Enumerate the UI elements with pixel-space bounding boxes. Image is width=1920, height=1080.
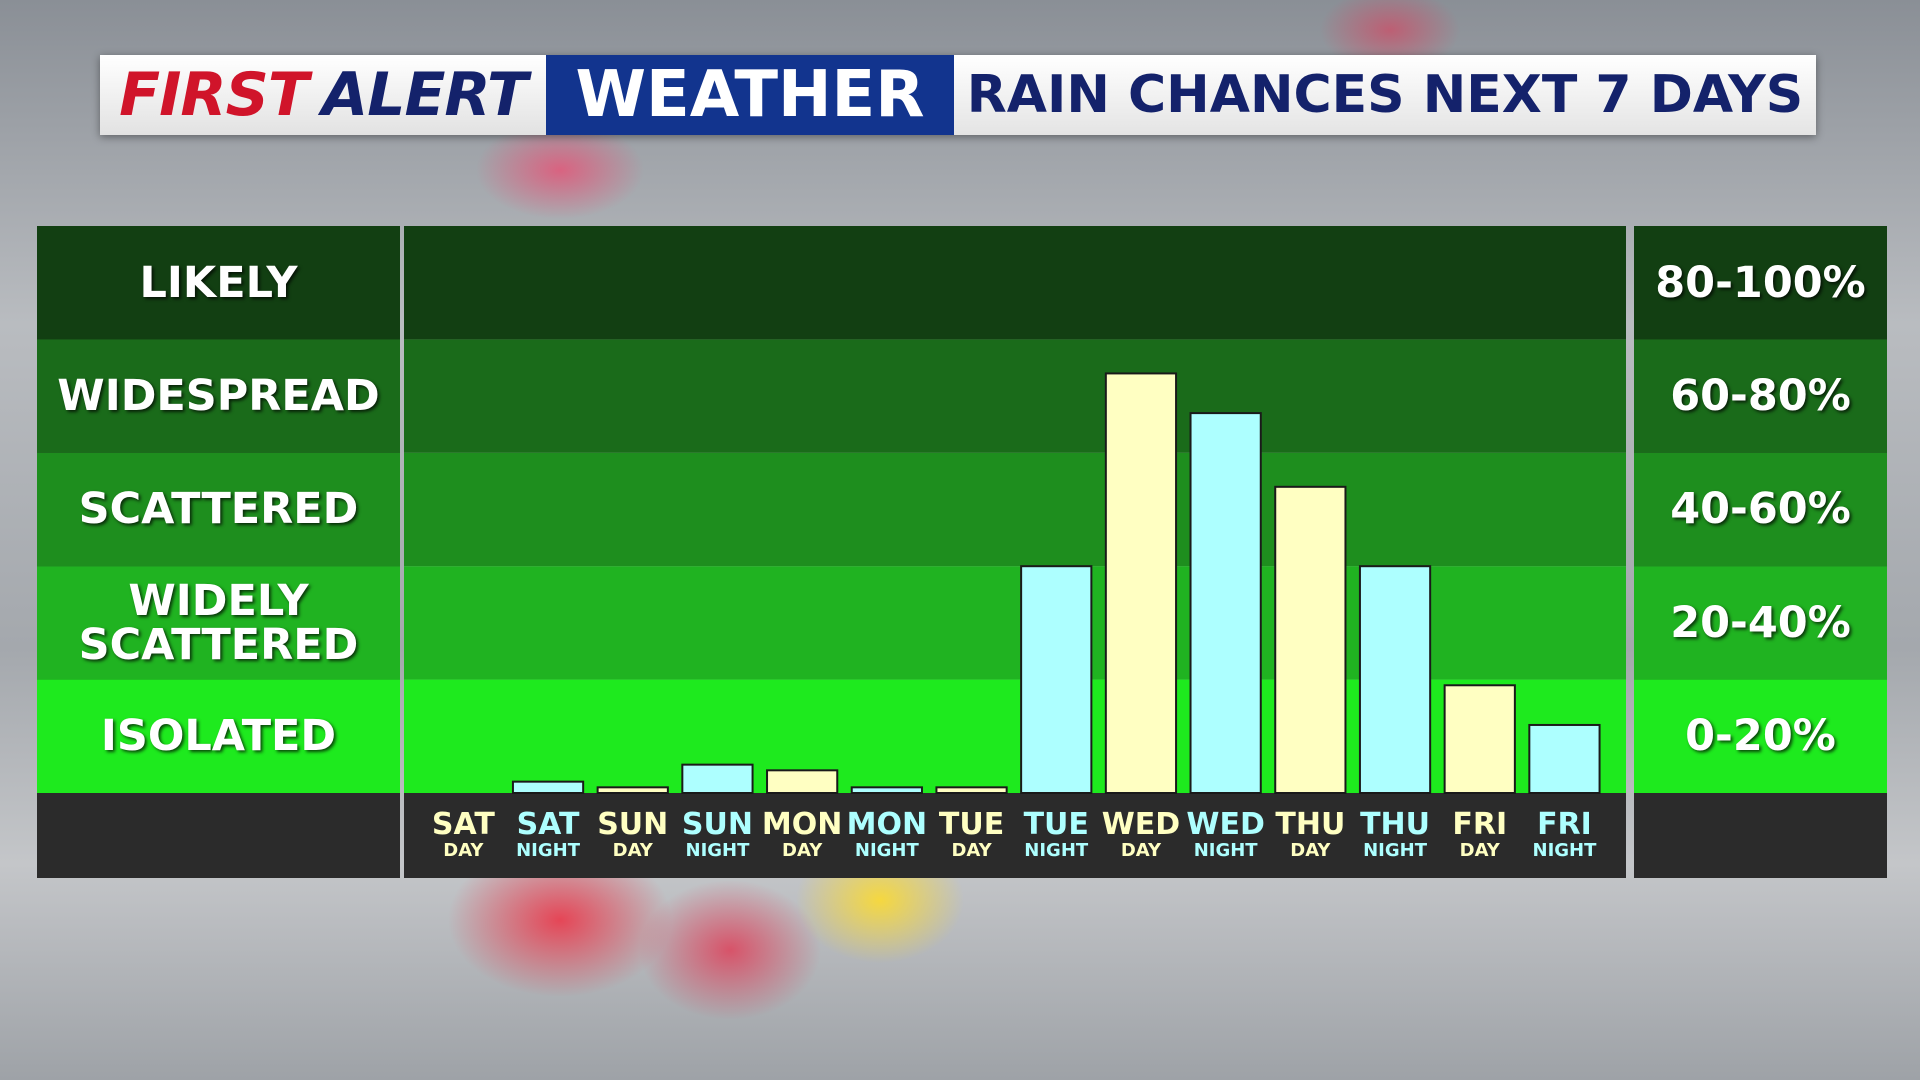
x-tick-label: THU [1360,807,1430,842]
brand-weather: WEATHER [546,55,954,135]
x-tick-sublabel: NIGHT [516,840,581,861]
band-text: WIDESPREAD [57,371,380,422]
x-tick-sublabel: DAY [951,840,992,861]
chart-title: RAIN CHANCES NEXT 7 DAYS [954,55,1816,135]
bar [1274,485,1347,794]
x-tick-label: SUN [597,807,668,842]
bar [1104,372,1178,794]
band [404,226,1626,340]
x-tick-sublabel: DAY [1290,840,1331,861]
band [404,566,1626,680]
band-text: LIKELY [139,257,298,308]
band-label: ISOLATED [37,680,400,793]
brand: FIRST ALERT [100,55,546,135]
x-tick-label: TUE [1024,807,1089,842]
x-tick-sublabel: DAY [443,840,484,861]
x-tick-label: MON [847,807,927,842]
x-tick-label: FRI [1452,807,1507,842]
band [404,679,1626,793]
x-tick-label: THU [1275,807,1345,842]
brand-alert: ALERT [321,60,528,130]
x-tick-sublabel: DAY [782,840,823,861]
bar [1020,565,1093,795]
band-text: 20-40% [1670,597,1851,648]
bar [766,769,839,795]
x-tick-sublabel: NIGHT [686,840,751,861]
x-tick-sublabel: DAY [1121,840,1162,861]
band-range-label: 80-100% [1634,226,1887,339]
band-range-label: 40-60% [1634,453,1887,566]
x-tick-label: WED [1186,807,1265,842]
band [404,339,1626,453]
band-label: SCATTERED [37,453,400,566]
band-label: WIDESPREAD [37,339,400,452]
band-range-label: 60-80% [1634,339,1887,452]
band-range-label: 20-40% [1634,566,1887,679]
bar [1358,565,1432,795]
x-tick-label: WED [1102,807,1181,842]
header: FIRST ALERT WEATHER RAIN CHANCES NEXT 7 … [100,55,1816,135]
x-tick-sublabel: NIGHT [855,840,920,861]
x-tick-sublabel: DAY [1460,840,1501,861]
band-label: LIKELY [37,226,400,339]
bar [1443,684,1516,795]
band-text: 40-60% [1670,484,1851,535]
x-tick-label: SUN [682,807,753,842]
band-text: 80-100% [1655,257,1866,308]
brand-first: FIRST [119,60,309,130]
bar [850,786,923,795]
x-tick-sublabel: NIGHT [1194,840,1259,861]
x-tick-label: MON [762,807,842,842]
band-text: WIDELY SCATTERED [78,575,359,670]
x-tick-sublabel: NIGHT [1533,840,1598,861]
band-text: 0-20% [1685,711,1836,762]
band-text: SCATTERED [78,484,359,535]
bar [511,780,585,794]
x-tick-label: FRI [1537,807,1592,842]
bar [1189,412,1262,794]
x-tick-label: TUE [939,807,1004,842]
x-tick-sublabel: DAY [613,840,654,861]
x-tick-label: SAT [517,807,580,842]
band [404,452,1626,567]
x-tick-label: SAT [432,807,495,842]
bar [681,763,754,795]
category-panel [404,793,1626,878]
bar [596,786,669,795]
band-label: WIDELY SCATTERED [37,566,400,679]
band-text: ISOLATED [100,711,337,762]
bar [1528,723,1601,795]
band-text: 60-80% [1670,371,1851,422]
bar [935,786,1008,795]
band-range-label: 0-20% [1634,680,1887,793]
x-tick-sublabel: NIGHT [1024,840,1089,861]
x-tick-sublabel: NIGHT [1363,840,1428,861]
